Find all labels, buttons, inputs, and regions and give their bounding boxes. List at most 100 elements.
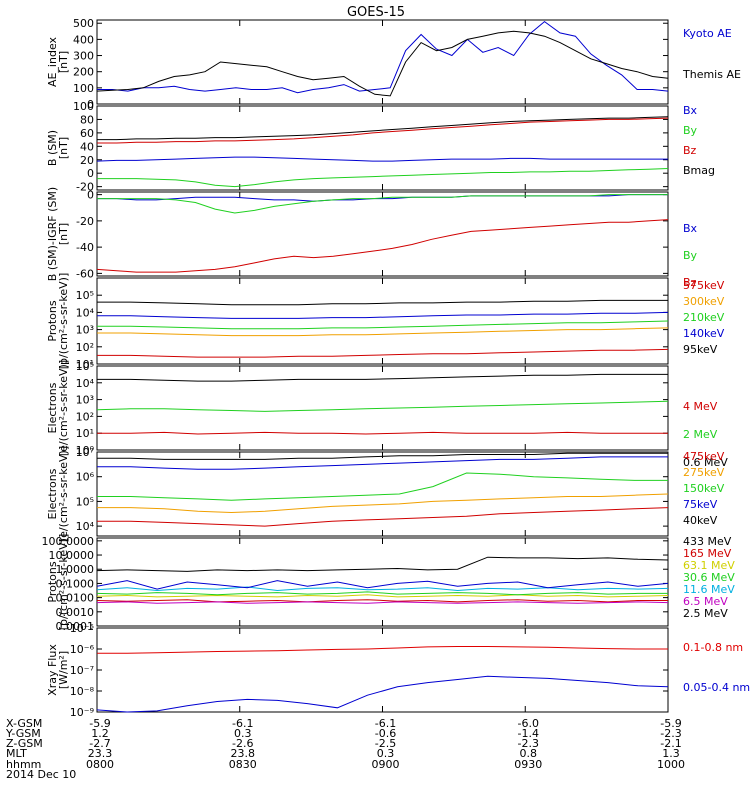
series-line-150kev: [97, 472, 668, 501]
legend-entry: 2.5 MeV: [683, 607, 728, 620]
ephem-row-label: hhmm: [6, 758, 41, 771]
series-line-75kev: [97, 456, 668, 470]
ephem-value: 0800: [86, 758, 114, 771]
y-axis-label: [nT]: [57, 137, 70, 159]
panel-frame: [96, 627, 669, 713]
y-tick-label: 40: [80, 140, 94, 153]
y-tick-label: 200: [73, 66, 94, 79]
legend-entry: Bmag: [683, 164, 715, 177]
panel-3: -60 -40 -20 0 B (SM)-IGRF (SM)[nT] Bx By Bz: [46, 187, 698, 289]
y-axis-label: AE_index: [46, 36, 59, 87]
legend-entry: 433 MeV: [683, 535, 732, 548]
series-line-by: [97, 194, 668, 214]
ephem-value: -2.5: [375, 737, 396, 750]
legend-entry: 275keV: [683, 466, 725, 479]
plot-title: GOES-15: [347, 5, 405, 20]
legend-entry: 150keV: [683, 482, 725, 495]
y-tick-label: 100: [73, 82, 94, 95]
series-line-themis-ae: [96, 30, 669, 97]
y-tick-label: 10⁴: [76, 306, 95, 319]
series-line-4-mev: [97, 431, 668, 435]
y-tick-label: 0.0010: [56, 606, 95, 619]
y-tick-label: 10⁻⁵: [70, 622, 94, 635]
legend-entry: 140keV: [683, 327, 725, 340]
series-line-275kev: [97, 493, 669, 514]
y-tick-label: 10²: [76, 410, 94, 423]
legend-entry: Bz: [683, 276, 697, 289]
legend-entry: 210keV: [683, 311, 725, 324]
series-line-2-5-mev: [96, 580, 669, 590]
y-tick-label: 0.0001: [56, 620, 95, 633]
ephem-value: -5.9: [89, 717, 110, 730]
ephem-value: 1.3: [662, 747, 680, 760]
y-tick-label: 10⁶: [76, 471, 95, 484]
y-tick-label: 10⁵: [76, 360, 94, 373]
series-line-433-mev: [96, 556, 669, 572]
legend-entry: Themis AE: [682, 68, 741, 81]
y-axis-label: [nT]: [57, 223, 70, 245]
y-tick-label: 0.0100: [56, 592, 95, 605]
series-line-575kev: [97, 299, 668, 306]
legend-entry: 95keV: [683, 343, 718, 356]
legend-entry: 4 MeV: [683, 400, 718, 413]
y-tick-label: 10⁴: [76, 377, 95, 390]
y-tick-label: -20: [76, 181, 94, 194]
y-tick-label: 10⁻⁶: [70, 643, 95, 656]
y-tick-label: 10⁰: [76, 444, 95, 457]
y-tick-label: 10⁴: [76, 520, 95, 533]
series-line-0-05-0-4-nm: [96, 675, 669, 713]
y-tick-label: -20: [76, 215, 94, 228]
legend-entry: 63.1 MeV: [683, 559, 735, 572]
series-line-63-1-mev: [96, 594, 669, 598]
y-axis-label: [p/(cm²-s-sr-keV)]: [57, 273, 70, 370]
y-axis-label: B (SM): [46, 130, 59, 166]
series-line-210kev: [97, 320, 669, 330]
legend-entry: 0.6 MeV: [683, 456, 728, 469]
ephem-value: 23.3: [88, 747, 113, 760]
ephem-row-label: MLT: [6, 747, 27, 760]
y-tick-label: 60: [80, 127, 94, 140]
y-tick-label: 0: [87, 189, 94, 202]
y-axis-label: Protons: [46, 561, 59, 602]
ephem-value: 0900: [372, 758, 400, 771]
legend-entry: 2 MeV: [683, 428, 718, 441]
y-axis-label: Protons: [46, 300, 59, 341]
y-tick-label: 10⁻⁷: [70, 664, 94, 677]
y-axis-label: [nT]: [57, 51, 70, 73]
ephem-value: 0.3: [377, 747, 395, 760]
series-line-bz: [97, 117, 669, 144]
panel-6: 10⁴ 10⁵ 10⁶ 10⁷ Electrons[e/(cm²-s-sr-keV)] 4…: [46, 446, 725, 542]
legend-entry: By: [683, 249, 698, 262]
series-line-6-5-mev: [96, 601, 669, 604]
ephem-value: -2.6: [232, 737, 253, 750]
y-tick-label: 0: [87, 98, 94, 111]
ephem-value: 23.8: [231, 747, 256, 760]
y-axis-label: Electrons: [46, 468, 59, 519]
ephem-value: -2.7: [89, 737, 110, 750]
ephem-value: -6.1: [232, 717, 253, 730]
y-axis-label: Xray Flux: [46, 644, 59, 696]
ephem-row-label: Z-GSM: [6, 737, 43, 750]
series-line-30-6-mev: [96, 591, 668, 596]
y-axis-label: [e/(cm²-s-sr-keV)]: [57, 446, 70, 542]
y-tick-label: 20: [80, 154, 94, 167]
legend-entry: 475keV: [683, 450, 725, 463]
ephem-value: 1.2: [91, 727, 109, 740]
y-tick-label: 300: [73, 50, 94, 63]
y-axis-label: Electrons: [46, 382, 59, 433]
ephem-value: 0.3: [234, 727, 252, 740]
ephem-value: -2.1: [660, 737, 681, 750]
legend-entry: 40keV: [683, 514, 718, 527]
ephem-value: 1000: [657, 758, 685, 771]
y-tick-label: 100: [73, 100, 94, 113]
ephem-value: -2.3: [518, 737, 539, 750]
legend-entry: 300keV: [683, 295, 725, 308]
ephem-row-label: Y-GSM: [5, 727, 41, 740]
ephem-value: 0930: [514, 758, 542, 771]
y-tick-label: 10¹: [76, 427, 94, 440]
ephem-row-label: X-GSM: [6, 717, 42, 730]
